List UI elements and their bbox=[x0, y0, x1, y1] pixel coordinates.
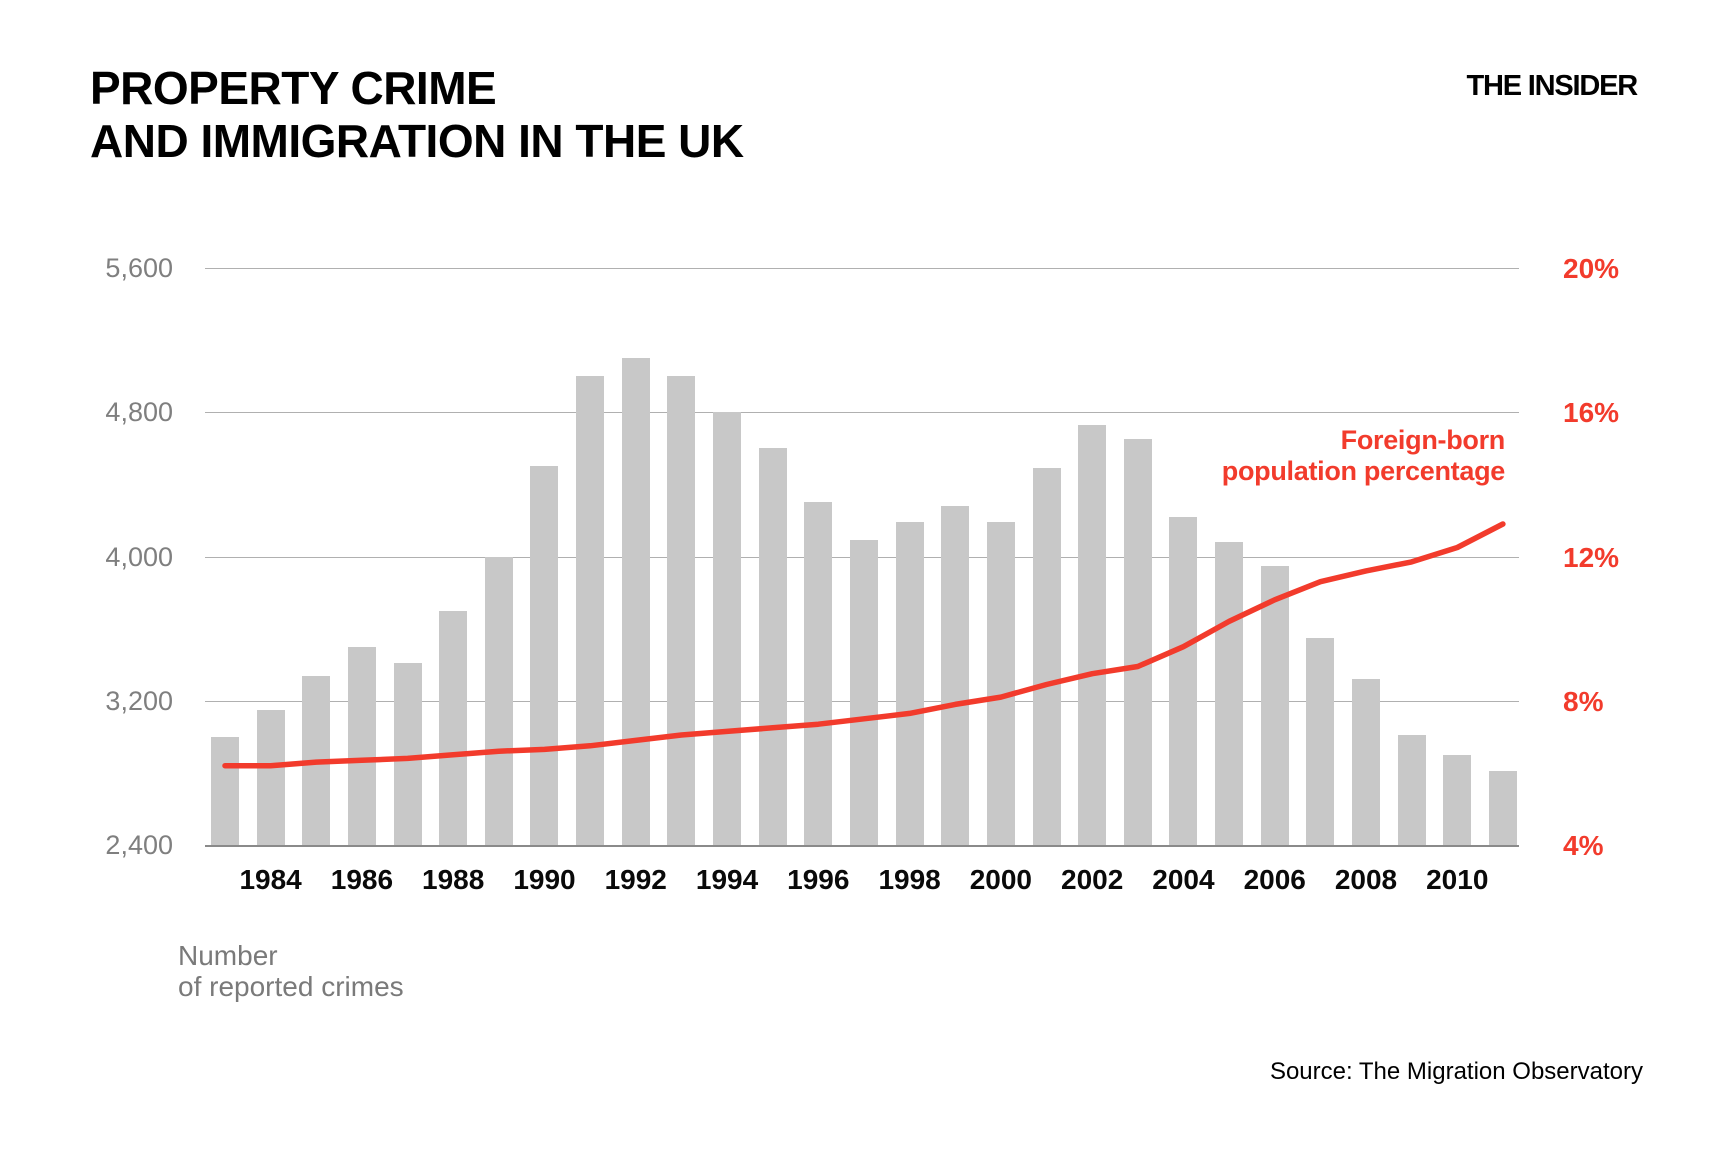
brand-logo: THE INSIDER bbox=[1466, 70, 1639, 102]
bar-2005 bbox=[1215, 542, 1244, 845]
bar-1988 bbox=[439, 610, 468, 845]
foreign-born-trend-line bbox=[222, 521, 1506, 769]
right-axis-tick-label: 8% bbox=[1563, 685, 1604, 717]
bar-2011 bbox=[1488, 771, 1517, 845]
x-axis-tick-label-2002: 2002 bbox=[1061, 864, 1124, 895]
x-axis-tick-label-1984: 1984 bbox=[239, 864, 302, 895]
bar-1987 bbox=[393, 662, 422, 845]
x-axis-tick-label-1988: 1988 bbox=[422, 864, 485, 895]
title-line2: AND IMMIGRATION IN THE UK bbox=[90, 115, 744, 167]
bar-2007 bbox=[1306, 637, 1335, 845]
bar-1993 bbox=[667, 376, 696, 845]
right-axis-tick-label: 20% bbox=[1563, 253, 1620, 284]
right-axis-tick-label: 12% bbox=[1563, 541, 1620, 573]
bar-2002 bbox=[1078, 424, 1107, 845]
bar-1997 bbox=[849, 540, 878, 845]
bar-1992 bbox=[621, 358, 650, 845]
x-axis-tick-label-2000: 2000 bbox=[969, 864, 1033, 895]
gridline bbox=[205, 412, 1519, 414]
source-credit: Source: The Migration Observatory bbox=[1269, 1058, 1643, 1085]
x-axis-baseline bbox=[205, 845, 1519, 847]
bar-2003 bbox=[1123, 439, 1152, 845]
bar-1998 bbox=[895, 522, 924, 845]
left-axis-tick-label: 5,600 bbox=[105, 253, 173, 283]
bar-1996 bbox=[804, 502, 833, 845]
line-series-annotation: Foreign-born population percentage bbox=[1221, 425, 1506, 487]
bar-1994 bbox=[713, 412, 742, 845]
left-axis-tick-label: 2,400 bbox=[105, 830, 173, 860]
bar-1989 bbox=[484, 556, 513, 845]
right-axis-tick-label: 4% bbox=[1563, 830, 1604, 861]
left-axis-tick-label: 4,000 bbox=[105, 541, 173, 572]
right-axis-tick-label: 16% bbox=[1563, 397, 1620, 429]
bar-1991 bbox=[576, 376, 605, 845]
bar-1999 bbox=[941, 506, 970, 845]
plot-area bbox=[205, 268, 1519, 847]
x-axis-tick-label-1994: 1994 bbox=[695, 864, 759, 895]
bar-1986 bbox=[347, 646, 376, 845]
bar-1984 bbox=[256, 709, 285, 845]
x-axis-tick-label-1998: 1998 bbox=[878, 864, 941, 895]
annotation-line2: population percentage bbox=[1221, 456, 1506, 486]
annotation-line1: Foreign-born bbox=[1340, 425, 1506, 455]
bar-1995 bbox=[758, 448, 787, 845]
x-axis-tick-label-2006: 2006 bbox=[1243, 864, 1306, 895]
bar-2010 bbox=[1443, 754, 1472, 845]
x-axis-tick-label-1992: 1992 bbox=[604, 864, 667, 895]
bar-2001 bbox=[1032, 468, 1061, 845]
x-axis-tick-label-2010: 2010 bbox=[1426, 864, 1489, 895]
bar-1983 bbox=[211, 736, 239, 845]
bar-2000 bbox=[986, 522, 1015, 845]
axis-note-line1: Number bbox=[178, 940, 278, 971]
bar-2006 bbox=[1260, 565, 1289, 845]
bar-1990 bbox=[530, 466, 559, 845]
gridline bbox=[205, 268, 1519, 269]
page-title: PROPERTY CRIME AND IMMIGRATION IN THE UK bbox=[90, 62, 744, 168]
trend-polyline bbox=[222, 521, 1506, 769]
left-axis-tick-label: 3,200 bbox=[105, 685, 173, 716]
x-axis-tick-label-1990: 1990 bbox=[513, 864, 576, 895]
bar-2009 bbox=[1397, 735, 1426, 845]
x-axis-tick-label-1996: 1996 bbox=[787, 864, 850, 895]
axis-note-line2: of reported crimes bbox=[178, 971, 404, 1002]
bar-2004 bbox=[1169, 516, 1198, 845]
x-axis-tick-label-2004: 2004 bbox=[1152, 864, 1215, 895]
x-axis-tick-label-2008: 2008 bbox=[1334, 864, 1398, 895]
title-line1: PROPERTY CRIME bbox=[90, 62, 497, 114]
left-axis-note: Number of reported crimes bbox=[178, 940, 404, 1002]
x-axis-tick-label-1986: 1986 bbox=[330, 864, 394, 895]
left-axis-tick-label: 4,800 bbox=[105, 397, 173, 428]
bar-2008 bbox=[1352, 679, 1380, 845]
